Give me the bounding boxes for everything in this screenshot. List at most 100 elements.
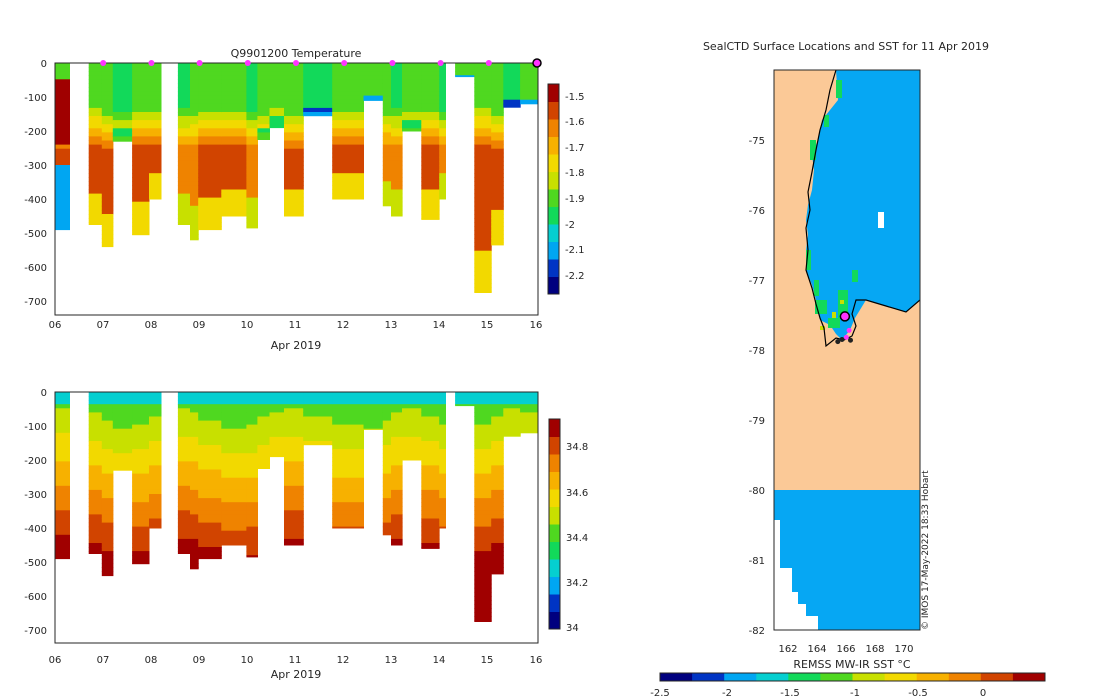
salinity-cell (474, 396, 492, 401)
salinity-cell (391, 392, 403, 397)
temperature-cell (101, 79, 114, 84)
temperature-cell (149, 124, 162, 129)
colorbar-swatch (692, 673, 725, 681)
temperature-cell (101, 173, 114, 178)
temperature-cell (474, 214, 492, 219)
salinity-cell (55, 457, 70, 462)
temperature-cell (246, 71, 258, 76)
salinity-cell (55, 526, 70, 532)
temperature-cell (391, 99, 403, 105)
temperature-cell (246, 214, 258, 219)
salinity-cell (491, 567, 504, 572)
temperature-cell (177, 193, 191, 199)
colorbar-tick: -2 (722, 688, 732, 699)
temperature-cell (112, 128, 133, 133)
temperature-cell (421, 63, 440, 68)
temperature-cell (363, 99, 384, 101)
temperature-cell (474, 91, 492, 97)
temperature-cell (421, 132, 440, 137)
temperature-cell (491, 140, 504, 146)
salinity-cell (382, 514, 392, 519)
temperature-cell (190, 99, 199, 105)
temperature-cell (198, 140, 222, 146)
temperature-cell (391, 173, 403, 178)
temperature-cell (190, 226, 199, 231)
temperature-cell (257, 116, 270, 121)
salinity-cell (474, 465, 492, 470)
temperature-cell (221, 189, 247, 195)
temperature-cell (149, 79, 162, 84)
salinity-cell (439, 449, 446, 454)
salinity-cell (303, 396, 333, 401)
temperature-cell (55, 67, 70, 72)
salinity-cell (221, 412, 247, 417)
salinity-cell (190, 522, 199, 528)
temperature-cell (149, 140, 162, 146)
salinity-cell (474, 469, 492, 475)
salinity-cell (284, 526, 304, 532)
salinity-cell (190, 453, 199, 458)
temperature-cell (101, 189, 114, 195)
temperature-cell (474, 177, 492, 182)
temperature-cell (303, 99, 333, 105)
temperature-cell (55, 140, 70, 146)
temperature-cell (101, 87, 114, 93)
colorbar-tick: 34 (566, 623, 579, 634)
salinity-cell (149, 485, 162, 491)
temperature-cell (455, 71, 475, 76)
salinity-cell (520, 392, 538, 397)
temperature-cell (257, 75, 270, 80)
temperature-cell (132, 214, 150, 219)
temperature-cell (363, 91, 384, 97)
salinity-cell (198, 477, 222, 483)
temperature-cell (88, 95, 103, 101)
salinity-cell (246, 489, 258, 495)
salinity-cell (221, 543, 247, 546)
salinity-x-axis: 06 07 08 09 10 11 12 13 14 15 16 Apr 201… (49, 655, 543, 681)
temperature-cell (88, 156, 103, 162)
temperature-cell (391, 148, 403, 154)
temperature-cell (284, 193, 304, 199)
temperature-cell (221, 120, 247, 125)
salinity-cell (55, 506, 70, 511)
temperature-cell (439, 83, 446, 88)
temperature-cell (177, 185, 191, 190)
temperature-cell (439, 152, 446, 158)
temperature-cell (149, 173, 162, 178)
salinity-cell (190, 551, 199, 556)
temperature-cell (439, 71, 446, 76)
salinity-cell (491, 534, 504, 540)
temperature-cell (439, 128, 446, 133)
salinity-cell (221, 522, 247, 528)
temperature-cell (221, 177, 247, 182)
salinity-cell (177, 485, 191, 491)
salinity-cell (439, 436, 446, 442)
salinity-cell (391, 530, 403, 536)
temperature-cell (491, 234, 504, 239)
temperature-cell (177, 116, 191, 121)
salinity-cell (503, 428, 521, 434)
salinity-cell (246, 506, 258, 511)
salinity-cell (88, 530, 103, 536)
salinity-cell (101, 428, 114, 434)
salinity-cell (491, 563, 504, 568)
temperature-cell (101, 99, 114, 105)
salinity-cell (382, 498, 392, 503)
salinity-cell (284, 445, 304, 450)
salinity-cell (112, 436, 133, 442)
temperature-cell (520, 87, 538, 93)
salinity-cell (284, 498, 304, 503)
salinity-cell (474, 526, 492, 532)
colorbar-tick: -1.6 (565, 117, 585, 128)
salinity-cell (269, 432, 285, 438)
temperature-cell (402, 71, 422, 76)
temperature-cell (332, 144, 364, 150)
salinity-cell (382, 526, 392, 532)
salinity-cell (382, 445, 392, 450)
salinity-cell (149, 424, 162, 430)
temperature-cell (421, 120, 440, 125)
temperature-cell (177, 214, 191, 219)
salinity-cell (246, 392, 258, 397)
temperature-cell (332, 124, 364, 129)
salinity-cell (246, 481, 258, 487)
